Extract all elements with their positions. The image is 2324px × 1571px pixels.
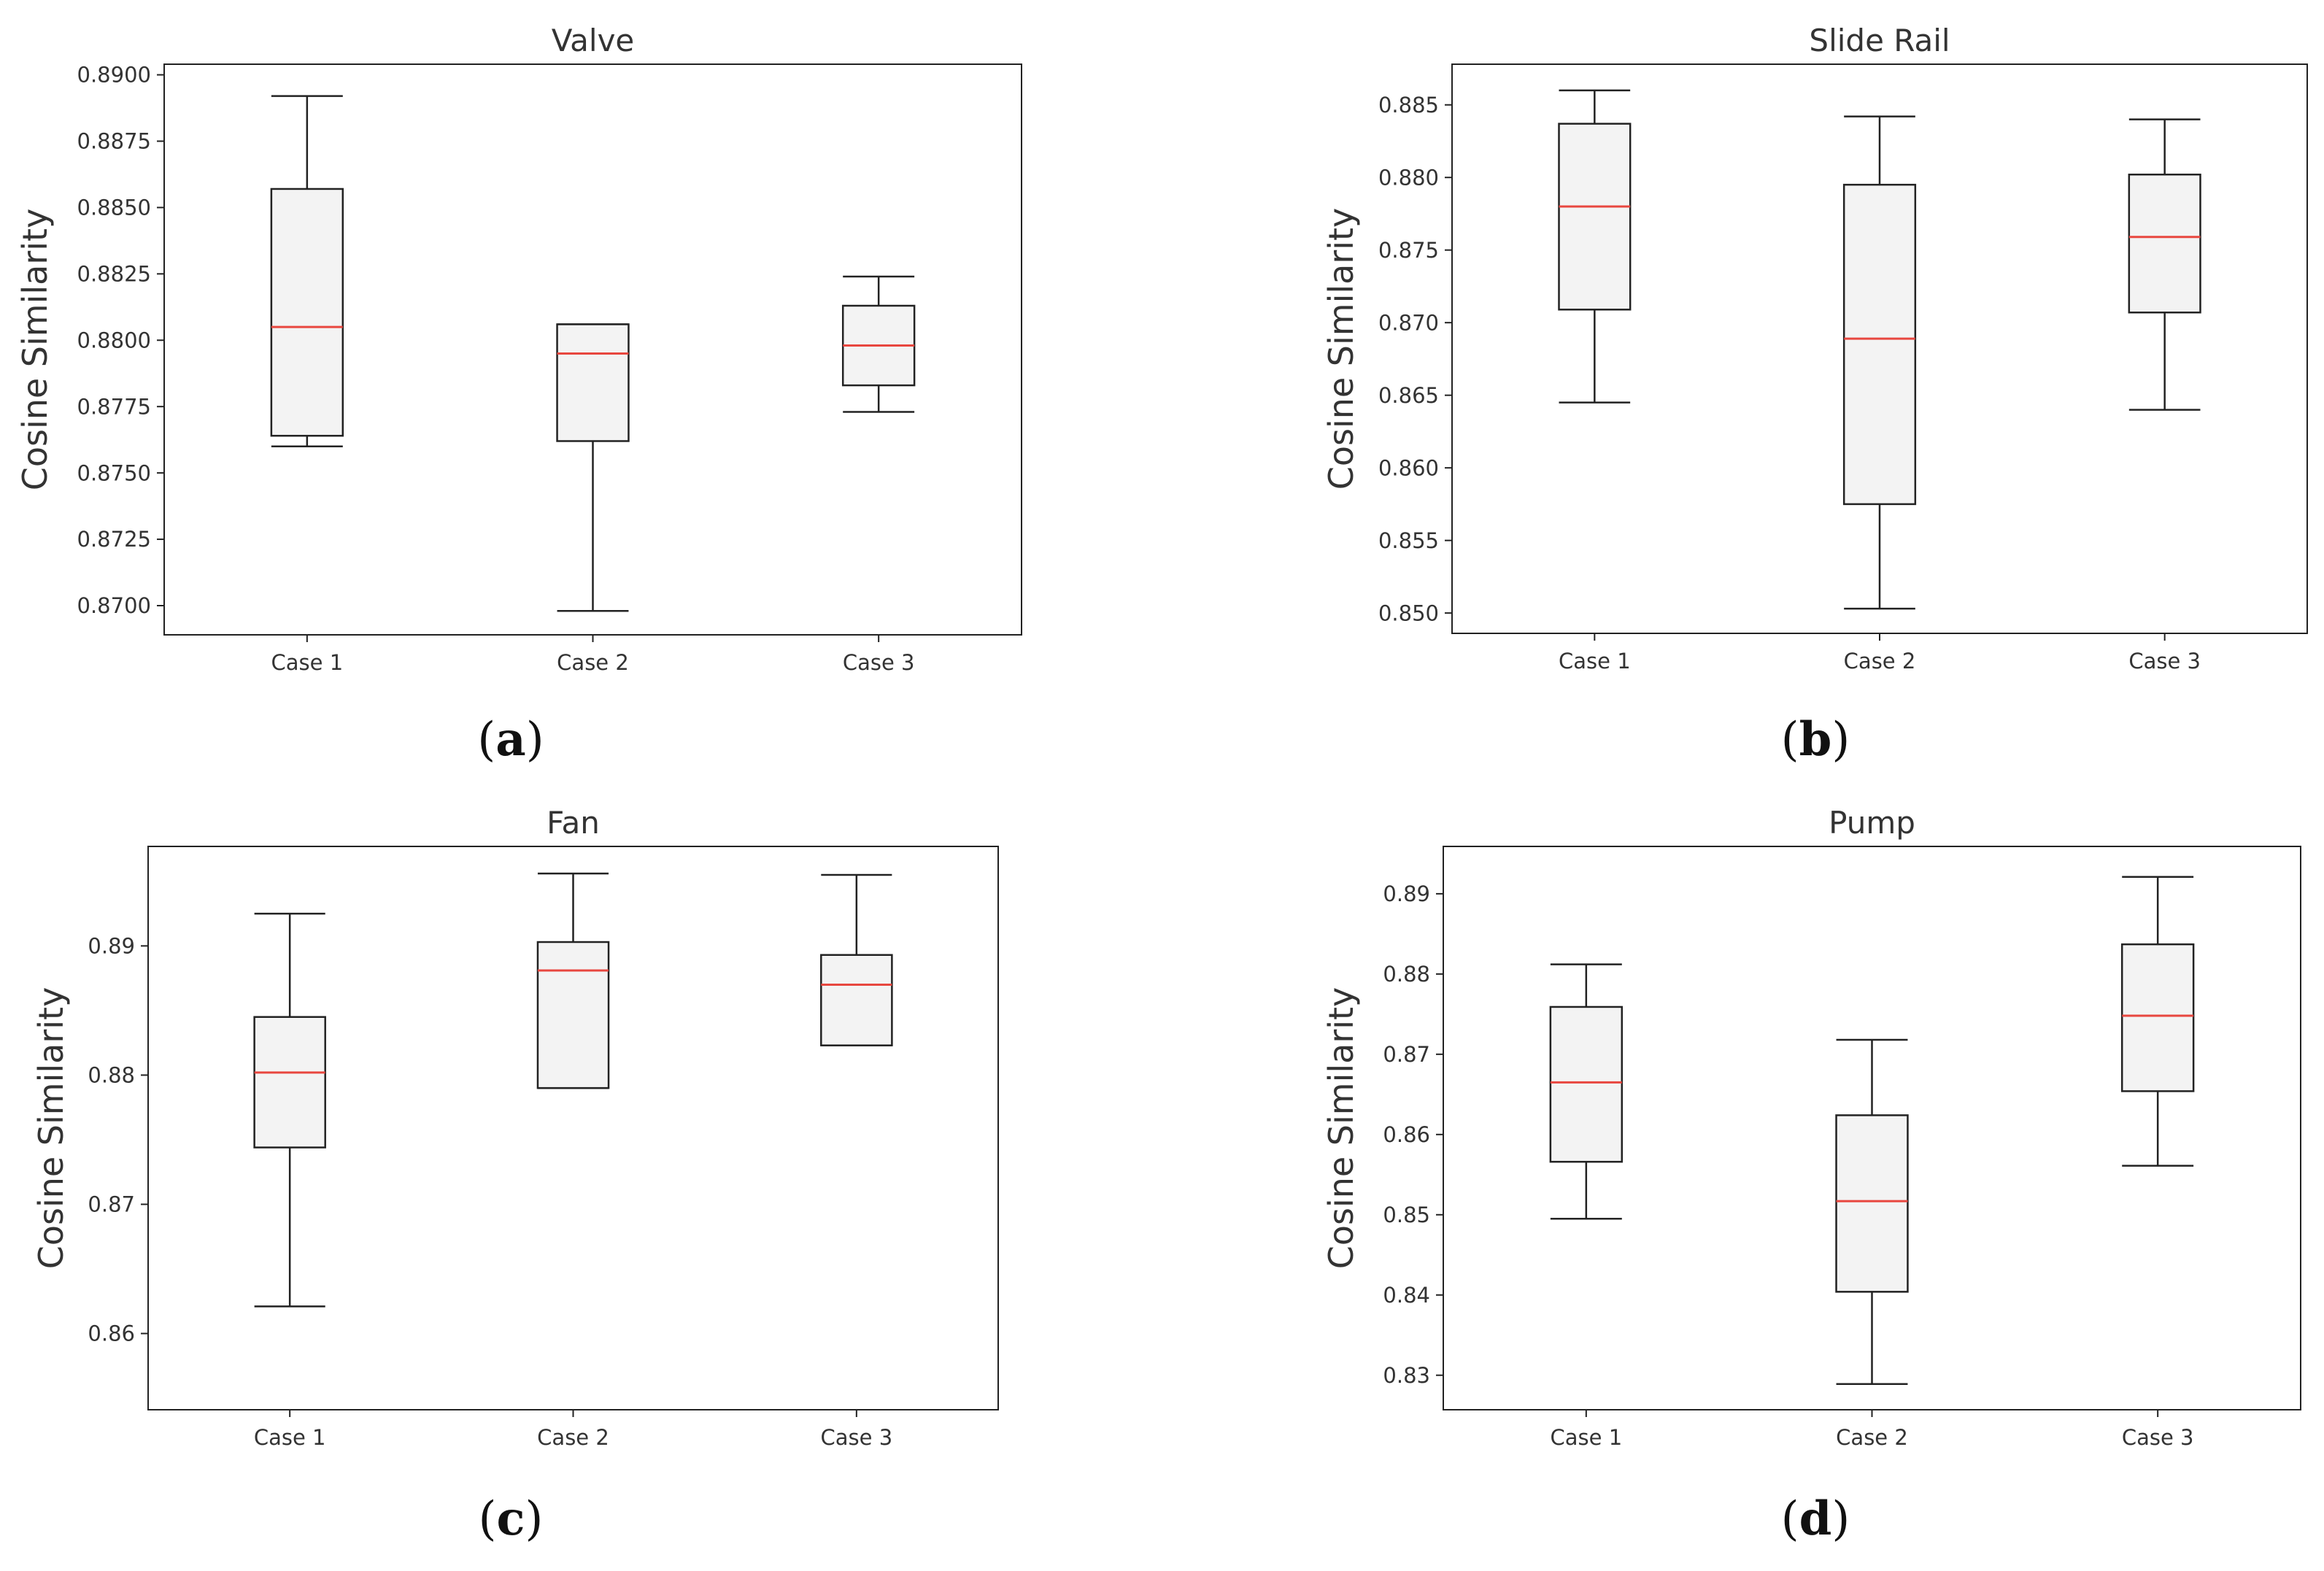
y-axis-label: Cosine Similarity: [1321, 208, 1361, 490]
x-tick-label: Case 3: [821, 1425, 893, 1450]
box-case-2: [556, 323, 630, 612]
y-tick-label: 0.8850: [77, 196, 151, 220]
box-iqr: [1842, 183, 1917, 506]
y-axis-label: Cosine Similarity: [1321, 987, 1361, 1270]
x-tick-label: Case 3: [2128, 649, 2201, 673]
box-iqr: [536, 941, 610, 1089]
y-tick-label: 0.8900: [77, 63, 151, 88]
box-iqr: [2120, 943, 2195, 1092]
box-case-1: [1549, 963, 1624, 1220]
y-tick-label: 0.86: [1383, 1122, 1430, 1147]
y-tick-label: 0.88: [88, 1063, 135, 1088]
y-tick-label: 0.8700: [77, 593, 151, 618]
x-tick-label: Case 3: [843, 650, 915, 675]
caption-c: (c): [478, 1491, 544, 1546]
chart-title: Slide Rail: [1809, 23, 1950, 58]
x-tick-label: Case 2: [537, 1425, 609, 1450]
y-tick-label: 0.855: [1378, 528, 1439, 553]
y-axis-label: Cosine Similarity: [15, 209, 55, 491]
box-case-1: [1558, 89, 1632, 404]
y-tick-label: 0.83: [1383, 1363, 1430, 1388]
box-iqr: [556, 323, 630, 442]
y-tick-label: 0.87: [1383, 1042, 1430, 1067]
chart-title: Valve: [552, 23, 635, 58]
y-tick-label: 0.8875: [77, 129, 151, 154]
y-tick-label: 0.8825: [77, 261, 151, 286]
chart-c: Fan Cosine Similarity 0.86 0.87 0.88 0.89 Case…: [31, 805, 999, 1450]
y-tick-label: 0.860: [1378, 455, 1439, 480]
y-axis-label: Cosine Similarity: [31, 987, 71, 1270]
box-case-3: [2120, 876, 2195, 1167]
y-tick-label: 0.85: [1383, 1203, 1430, 1227]
x-tick-label: Case 1: [271, 650, 344, 675]
y-tick-label: 0.87: [88, 1192, 135, 1217]
caption-a: (a): [477, 712, 544, 767]
chart-title: Pump: [1829, 805, 1915, 841]
caption-d: (d): [1780, 1491, 1850, 1546]
chart-title: Fan: [547, 805, 600, 841]
box-case-1: [253, 912, 326, 1308]
x-tick-label: Case 1: [1559, 649, 1631, 673]
box-case-1: [270, 95, 344, 448]
box-case-3: [820, 873, 893, 1046]
caption-b: (b): [1780, 712, 1850, 767]
y-tick-label: 0.88: [1383, 962, 1430, 987]
x-tick-label: Case 1: [1551, 1425, 1623, 1450]
box-case-2: [536, 872, 610, 1089]
box-iqr: [1835, 1114, 1909, 1293]
y-tick-label: 0.8800: [77, 328, 151, 352]
y-tick-label: 0.875: [1378, 238, 1439, 263]
y-tick-label: 0.8750: [77, 460, 151, 485]
y-tick-label: 0.89: [88, 933, 135, 958]
y-tick-label: 0.84: [1383, 1283, 1430, 1308]
x-tick-label: Case 2: [1836, 1425, 1908, 1450]
y-tick-label: 0.880: [1378, 165, 1439, 190]
y-tick-label: 0.885: [1378, 93, 1439, 117]
box-iqr: [820, 954, 893, 1046]
box-iqr: [1558, 123, 1632, 311]
chart-a: Valve Cosine Similarity 0.8700 0.8725 0.8750…: [15, 23, 1022, 675]
box-case-3: [841, 275, 916, 413]
y-tick-label: 0.8725: [77, 527, 151, 552]
y-tick-label: 0.865: [1378, 383, 1439, 408]
x-tick-label: Case 2: [557, 650, 629, 675]
box-iqr: [1549, 1005, 1624, 1163]
y-tick-label: 0.86: [88, 1321, 135, 1346]
x-tick-label: Case 1: [254, 1425, 326, 1450]
box-case-2: [1835, 1038, 1909, 1386]
y-tick-label: 0.8775: [77, 394, 151, 419]
x-tick-label: Case 2: [1844, 649, 1916, 673]
box-iqr: [270, 188, 344, 437]
x-tick-label: Case 3: [2122, 1425, 2194, 1450]
chart-b: Slide Rail Cosine Similarity 0.850 0.855 0.8…: [1321, 23, 2308, 673]
y-tick-label: 0.850: [1378, 601, 1439, 625]
y-tick-label: 0.89: [1383, 881, 1430, 906]
box-iqr: [253, 1016, 326, 1149]
box-case-2: [1842, 115, 1917, 610]
box-iqr: [2128, 173, 2201, 314]
chart-d: Pump Cosine Similarity 0.83 0.84 0.85 0.86 0.8…: [1321, 805, 2301, 1450]
box-case-3: [2128, 118, 2201, 411]
y-tick-label: 0.870: [1378, 310, 1439, 335]
